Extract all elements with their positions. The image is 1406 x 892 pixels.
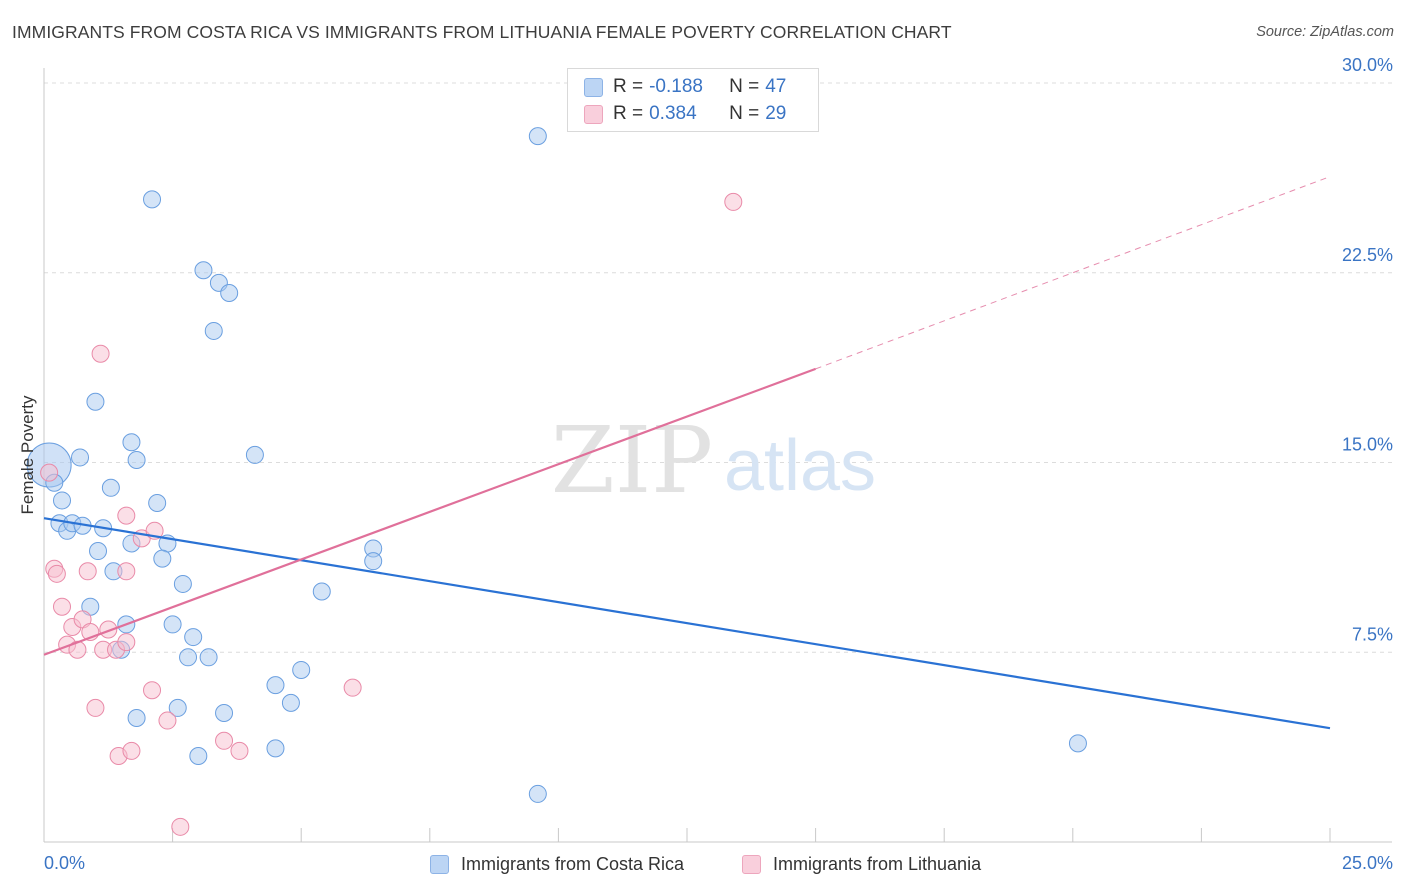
point-costa-rica	[266, 739, 285, 758]
point-costa-rica	[199, 648, 218, 667]
bottom-legend-label-costa-rica: Immigrants from Costa Rica	[461, 853, 685, 874]
point-costa-rica	[143, 190, 162, 209]
tick-labels: 7.5% 15.0% 22.5% 30.0% 0.0% 25.0%	[44, 55, 1393, 873]
point-costa-rica	[364, 552, 383, 571]
point-lithuania	[86, 698, 105, 717]
point-lithuania	[724, 192, 743, 211]
legend-r-value: 0.384	[649, 103, 697, 124]
point-costa-rica	[127, 709, 146, 728]
point-costa-rica	[179, 648, 198, 667]
point-lithuania	[117, 562, 136, 581]
legend-n-label: N =	[729, 76, 760, 97]
point-lithuania	[343, 678, 362, 697]
point-costa-rica	[292, 660, 311, 679]
point-lithuania	[47, 564, 66, 583]
legend-r-label: R =	[613, 76, 644, 97]
point-costa-rica	[528, 127, 547, 146]
trendlines	[43, 176, 1331, 730]
point-costa-rica	[266, 676, 285, 695]
point-lithuania	[40, 463, 59, 482]
point-costa-rica	[245, 445, 264, 464]
bottom-legend-costa-rica: Immigrants from Costa Rica	[430, 852, 684, 876]
point-costa-rica	[184, 628, 203, 647]
point-lithuania	[158, 711, 177, 730]
bottom-legend-lithuania: Immigrants from Lithuania	[742, 852, 981, 876]
legend-n-value: 47	[765, 76, 787, 97]
y-tick-label: 22.5%	[1342, 245, 1393, 265]
legend-swatch-costa-rica	[584, 77, 603, 97]
watermark-atlas: atlas	[724, 426, 876, 506]
trendline-lithuania	[43, 367, 816, 656]
bottom-legend-label-lithuania: Immigrants from Lithuania	[773, 853, 982, 874]
point-costa-rica	[89, 542, 108, 561]
legend-row-costa-rica: R = -0.188 N = 47	[584, 75, 786, 99]
point-costa-rica	[71, 448, 90, 467]
point-lithuania	[122, 741, 141, 760]
y-axis-label: Female Poverty	[18, 395, 37, 515]
point-lithuania	[215, 731, 234, 750]
point-costa-rica	[127, 450, 146, 469]
point-costa-rica	[189, 746, 208, 765]
source-label: Source: ZipAtlas.com	[1256, 24, 1394, 40]
point-costa-rica	[168, 698, 187, 717]
y-tick-label: 7.5%	[1352, 624, 1393, 644]
point-costa-rica	[101, 478, 120, 497]
x-tick-label: 25.0%	[1342, 853, 1393, 873]
legend-n-value: 29	[765, 103, 787, 124]
legend-row-lithuania: R = 0.384 N = 29	[584, 102, 786, 126]
watermark-zip: ZIP	[551, 407, 713, 514]
gridlines	[44, 82, 1392, 653]
point-costa-rica	[194, 261, 213, 280]
point-costa-rica	[53, 491, 72, 510]
point-costa-rica	[122, 433, 141, 452]
trendline-lithuania	[815, 176, 1331, 370]
point-costa-rica	[281, 693, 300, 712]
point-costa-rica	[86, 392, 105, 411]
point-lithuania	[171, 817, 190, 836]
point-costa-rica	[163, 615, 182, 634]
point-costa-rica	[148, 493, 167, 512]
y-tick-label: 15.0%	[1342, 435, 1393, 455]
point-lithuania	[78, 562, 97, 581]
point-costa-rica	[204, 321, 223, 340]
point-costa-rica	[153, 549, 172, 568]
correlation-legend: R = -0.188 N = 47 R = 0.384 N = 29	[567, 68, 819, 132]
legend-n-label: N =	[729, 103, 760, 124]
point-lithuania	[117, 506, 136, 525]
x-tick-label: 0.0%	[44, 853, 85, 873]
bottom-legend-swatch-lithuania	[742, 854, 761, 874]
data-points	[26, 127, 1087, 836]
legend-r-label: R =	[613, 103, 644, 124]
watermark: ZIP atlas	[551, 407, 876, 514]
legend-swatch-lithuania	[584, 104, 603, 124]
point-costa-rica	[528, 784, 547, 803]
point-lithuania	[91, 344, 110, 363]
point-lithuania	[117, 633, 136, 652]
point-costa-rica	[173, 574, 192, 593]
point-lithuania	[99, 620, 118, 639]
point-costa-rica	[220, 283, 239, 302]
point-lithuania	[53, 597, 72, 616]
bottom-legend-swatch-costa-rica	[430, 854, 449, 874]
trendline-costa-rica	[43, 517, 1331, 730]
legend-r-value: -0.188	[649, 76, 703, 97]
point-lithuania	[230, 741, 249, 760]
chart-title: IMMIGRANTS FROM COSTA RICA VS IMMIGRANTS…	[12, 22, 952, 42]
point-costa-rica	[1068, 734, 1087, 753]
point-costa-rica	[312, 582, 331, 601]
y-tick-label: 30.0%	[1342, 55, 1393, 75]
point-costa-rica	[215, 703, 234, 722]
point-lithuania	[143, 681, 162, 700]
